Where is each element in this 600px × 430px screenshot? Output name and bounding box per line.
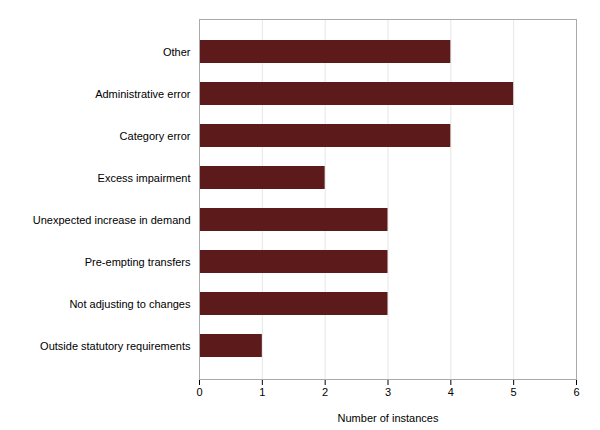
svg-text:1: 1 xyxy=(259,386,265,398)
svg-text:2: 2 xyxy=(322,386,328,398)
svg-text:Administrative error: Administrative error xyxy=(95,88,191,100)
svg-text:5: 5 xyxy=(511,386,517,398)
svg-text:6: 6 xyxy=(573,386,579,398)
svg-text:Other: Other xyxy=(163,46,191,58)
svg-text:Number of instances: Number of instances xyxy=(338,412,439,424)
svg-text:Excess impairment: Excess impairment xyxy=(98,172,191,184)
svg-text:Unexpected increase in demand: Unexpected increase in demand xyxy=(33,214,191,226)
svg-text:0: 0 xyxy=(196,386,202,398)
svg-text:Category error: Category error xyxy=(120,130,191,142)
svg-text:Not adjusting to changes: Not adjusting to changes xyxy=(69,298,191,310)
svg-text:Outside statutory requirements: Outside statutory requirements xyxy=(40,340,191,352)
svg-text:3: 3 xyxy=(385,386,391,398)
svg-text:Pre-empting transfers: Pre-empting transfers xyxy=(85,256,191,268)
svg-text:4: 4 xyxy=(448,386,454,398)
